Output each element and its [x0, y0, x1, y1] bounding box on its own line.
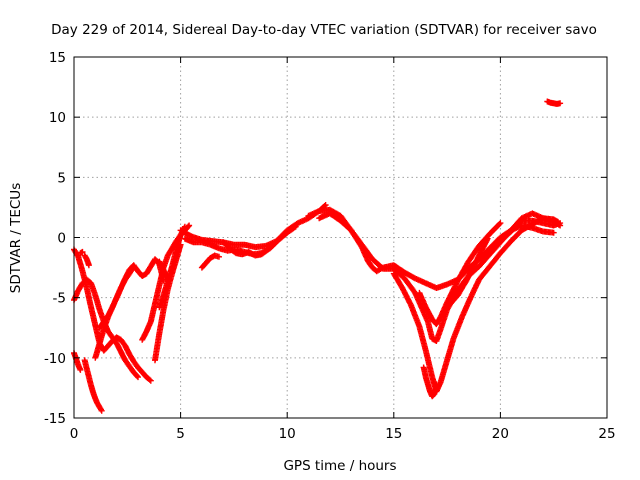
data-point — [186, 222, 193, 229]
chart-title: Day 229 of 2014, Sidereal Day-to-day VTE… — [51, 22, 597, 38]
series-track-p — [220, 239, 271, 259]
data-point — [550, 229, 557, 236]
data-point — [216, 253, 222, 260]
data-point — [134, 373, 141, 380]
x-tick-label: 20 — [492, 426, 509, 442]
series-track-g — [81, 252, 92, 269]
series-track-h — [77, 248, 86, 257]
series-track-s — [390, 215, 561, 395]
data-point — [322, 202, 329, 208]
axes: 0 5 10 15 20 25 -15 -10 -5 0 5 10 15 — [44, 50, 616, 442]
data-point — [555, 218, 561, 225]
y-tick-label: -10 — [44, 351, 66, 367]
data-point — [496, 221, 503, 227]
data-point — [557, 100, 564, 107]
series-track-u — [465, 222, 557, 272]
data-point — [263, 247, 270, 254]
y-axis-label: SDTVAR / TECUs — [8, 183, 24, 293]
x-tick-label: 15 — [385, 426, 402, 442]
data-point — [164, 275, 171, 282]
y-tick-label: -5 — [53, 291, 66, 307]
y-tick-label: 10 — [49, 110, 66, 126]
data-point — [77, 366, 84, 373]
y-tick-label: 0 — [57, 231, 66, 247]
data-point — [79, 248, 86, 255]
x-tick-label: 25 — [598, 426, 615, 442]
y-tick-label: -15 — [44, 411, 66, 427]
data-point — [291, 224, 298, 231]
series-track-d — [92, 263, 137, 361]
series-track-o — [198, 252, 222, 271]
series-track-e — [71, 350, 84, 373]
series-track-t — [416, 220, 504, 328]
data-point — [557, 222, 564, 229]
data-point — [484, 235, 491, 242]
x-tick-label: 0 — [70, 426, 79, 442]
y-tick-label: 15 — [49, 50, 66, 66]
data-point — [85, 262, 92, 269]
data-point — [130, 263, 137, 270]
data-point — [98, 407, 105, 414]
data-point — [292, 223, 299, 230]
data-point — [433, 381, 440, 388]
x-tick-label: 10 — [279, 426, 296, 442]
data-point — [181, 223, 188, 230]
series-track-v — [446, 235, 491, 308]
x-axis-label: GPS time / hours — [283, 458, 396, 474]
plot-area — [71, 98, 564, 414]
y-tick-label: 5 — [57, 170, 66, 186]
series-track-f — [81, 357, 105, 414]
series-track-x — [544, 98, 564, 107]
data-point — [146, 376, 153, 383]
data-point — [265, 246, 271, 253]
x-tick-label: 5 — [176, 426, 185, 442]
data-point — [147, 377, 154, 384]
series-track-w — [420, 364, 440, 400]
data-point — [497, 220, 504, 227]
data-point — [135, 374, 141, 381]
grid — [74, 57, 607, 418]
series-track-l — [156, 258, 171, 282]
